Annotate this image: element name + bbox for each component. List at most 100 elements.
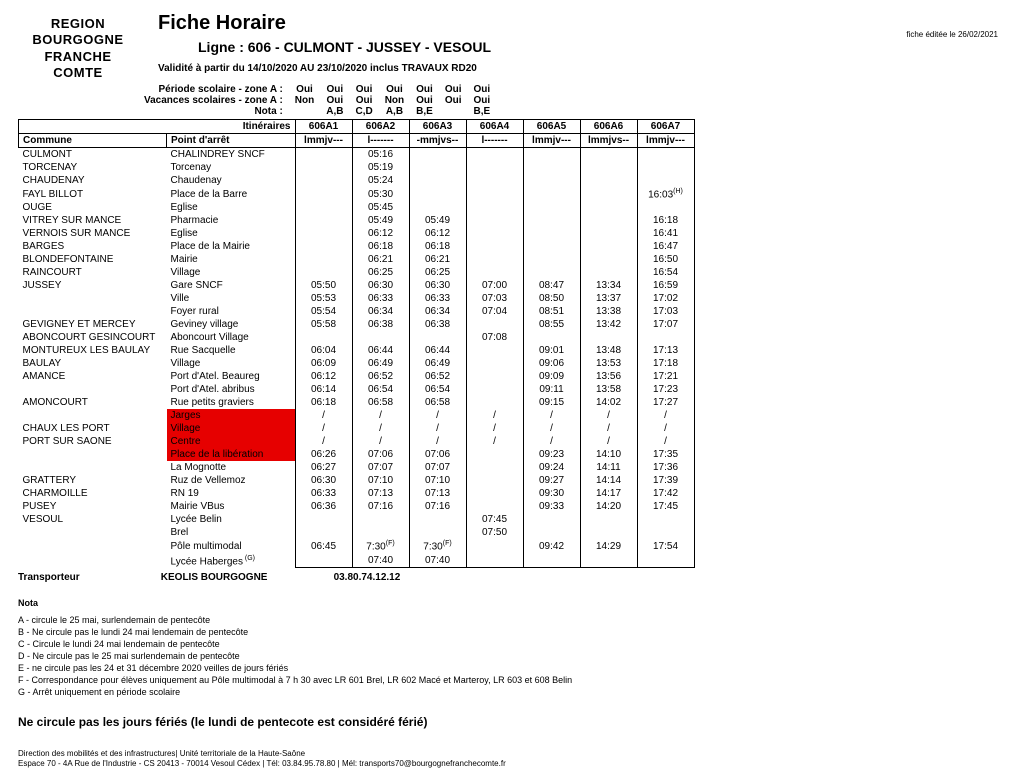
- time-cell: 06:12: [409, 227, 466, 240]
- stop-cell: Lycée Belin: [167, 513, 296, 526]
- time-cell: [409, 174, 466, 187]
- time-cell: 07:06: [352, 448, 409, 461]
- time-cell: 16:41: [637, 227, 694, 240]
- transporter-row: Transporteur KEOLIS BOURGOGNE 03.80.74.1…: [18, 572, 1002, 583]
- time-cell: 09:27: [523, 474, 580, 487]
- stop-cell: Geviney village: [167, 318, 296, 331]
- time-cell: [295, 331, 352, 344]
- time-cell: 06:18: [409, 240, 466, 253]
- time-cell: [466, 266, 523, 279]
- time-cell: /: [580, 422, 637, 435]
- stop-cell: La Mognotte: [167, 461, 296, 474]
- meta-lines: Période scolaire - zone A :OuiOuiOuiOuiO…: [138, 84, 1002, 117]
- commune-cell: JUSSEY: [19, 279, 167, 292]
- time-cell: 13:37: [580, 292, 637, 305]
- time-cell: 09:09: [523, 370, 580, 383]
- transporter-name: KEOLIS BOURGOGNE: [161, 572, 301, 583]
- transporter-label: Transporteur: [18, 572, 158, 583]
- stop-cell: Pharmacie: [167, 214, 296, 227]
- time-cell: 07:00: [466, 279, 523, 292]
- commune-cell: [19, 461, 167, 474]
- transporter-phone: 03.80.74.12.12: [334, 572, 401, 583]
- meta-value: Oui: [439, 84, 468, 95]
- page-title: Fiche Horaire: [158, 12, 1002, 35]
- time-cell: [466, 500, 523, 513]
- time-cell: 06:30: [409, 279, 466, 292]
- commune-cell: VERNOIS SUR MANCE: [19, 227, 167, 240]
- logo-line: REGION: [18, 16, 138, 32]
- time-cell: 06:52: [352, 370, 409, 383]
- time-cell: [466, 487, 523, 500]
- time-cell: 16:59: [637, 279, 694, 292]
- time-cell: [295, 526, 352, 539]
- stop-cell: Rue Sacquelle: [167, 344, 296, 357]
- time-cell: [580, 513, 637, 526]
- time-cell: [523, 526, 580, 539]
- col-code: 606A3: [409, 120, 466, 134]
- stop-cell: RN 19: [167, 487, 296, 500]
- time-cell: 08:51: [523, 305, 580, 318]
- time-cell: [523, 227, 580, 240]
- time-cell: 17:21: [637, 370, 694, 383]
- time-cell: 06:33: [295, 487, 352, 500]
- commune-cell: [19, 409, 167, 422]
- time-cell: /: [352, 435, 409, 448]
- time-cell: [295, 513, 352, 526]
- time-cell: [523, 214, 580, 227]
- time-cell: 06:36: [295, 500, 352, 513]
- time-cell: 09:33: [523, 500, 580, 513]
- time-cell: /: [466, 409, 523, 422]
- time-cell: 07:08: [466, 331, 523, 344]
- stop-cell: Ville: [167, 292, 296, 305]
- time-cell: 17:36: [637, 461, 694, 474]
- time-cell: 06:54: [409, 383, 466, 396]
- meta-value: Oui: [468, 84, 497, 95]
- stop-cell: Rue petits graviers: [167, 396, 296, 409]
- time-cell: 07:07: [409, 461, 466, 474]
- commune-cell: CULMONT: [19, 148, 167, 162]
- time-cell: 07:04: [466, 305, 523, 318]
- time-cell: [580, 227, 637, 240]
- time-cell: [295, 554, 352, 568]
- time-cell: 06:58: [409, 396, 466, 409]
- commune-cell: BAULAY: [19, 357, 167, 370]
- time-cell: [409, 148, 466, 162]
- time-cell: 17:07: [637, 318, 694, 331]
- time-cell: 09:15: [523, 396, 580, 409]
- commune-cell: AMONCOURT: [19, 396, 167, 409]
- commune-cell: RAINCOURT: [19, 266, 167, 279]
- time-cell: /: [352, 422, 409, 435]
- time-cell: 17:42: [637, 487, 694, 500]
- time-cell: [466, 357, 523, 370]
- time-cell: [295, 161, 352, 174]
- time-cell: /: [580, 435, 637, 448]
- edit-date: fiche éditée le 26/02/2021: [906, 30, 998, 39]
- time-cell: 17:54: [637, 539, 694, 553]
- time-cell: [295, 201, 352, 214]
- time-cell: 07:03: [466, 292, 523, 305]
- region-logo: REGION BOURGOGNE FRANCHE COMTE: [18, 12, 138, 81]
- meta-value: Oui: [379, 84, 410, 95]
- time-cell: /: [295, 435, 352, 448]
- commune-cell: [19, 292, 167, 305]
- time-cell: 07:50: [466, 526, 523, 539]
- time-cell: 16:47: [637, 240, 694, 253]
- col-point: Point d'arrêt: [167, 134, 296, 148]
- time-cell: [580, 161, 637, 174]
- meta-value: [289, 106, 320, 117]
- meta-value: Oui: [468, 95, 497, 106]
- meta-value: Oui: [410, 84, 439, 95]
- commune-cell: [19, 539, 167, 553]
- commune-cell: GEVIGNEY ET MERCEY: [19, 318, 167, 331]
- time-cell: [466, 383, 523, 396]
- time-cell: 07:16: [409, 500, 466, 513]
- time-cell: 09:11: [523, 383, 580, 396]
- time-cell: [466, 474, 523, 487]
- nota-item: A - circule le 25 mai, surlendemain de p…: [18, 614, 1002, 626]
- time-cell: 17:23: [637, 383, 694, 396]
- commune-cell: [19, 554, 167, 568]
- time-cell: [466, 370, 523, 383]
- time-cell: [295, 187, 352, 201]
- time-cell: /: [352, 409, 409, 422]
- time-cell: 05:54: [295, 305, 352, 318]
